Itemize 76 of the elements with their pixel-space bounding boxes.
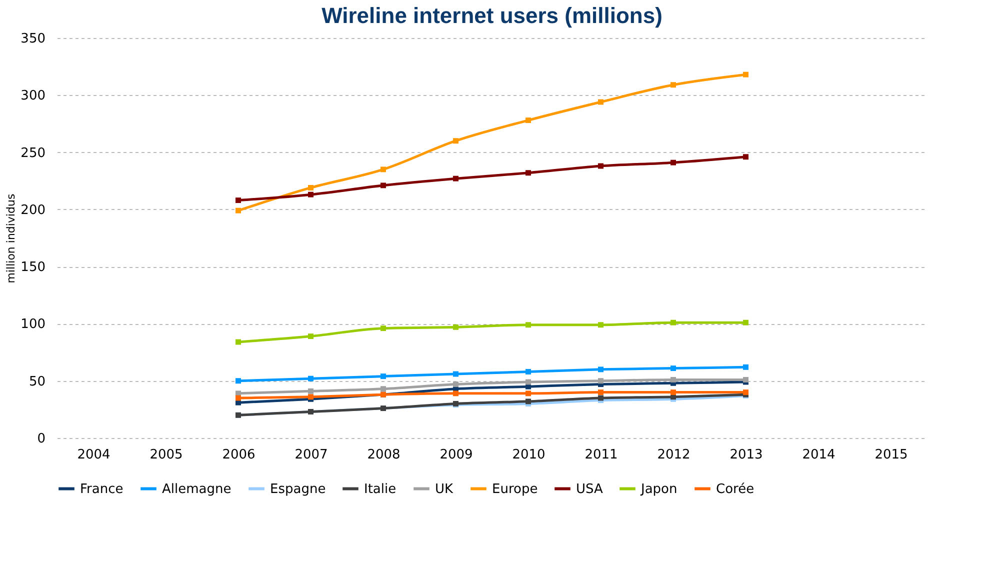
legend-label: Italie — [364, 482, 396, 497]
y-tick-label: 100 — [20, 317, 46, 332]
point — [670, 376, 676, 382]
point — [453, 138, 458, 144]
legend-label: Corée — [716, 482, 754, 497]
point — [236, 339, 241, 345]
y-tick-label: 250 — [20, 146, 46, 161]
y-tick-label: 0 — [37, 432, 46, 446]
point — [380, 166, 386, 172]
x-tick-label: 2012 — [657, 448, 690, 462]
point — [526, 368, 531, 374]
point — [308, 334, 314, 340]
point — [380, 182, 386, 188]
point — [670, 390, 676, 396]
y-tick-label: 200 — [20, 202, 46, 218]
point — [598, 395, 604, 401]
point — [526, 118, 531, 124]
point — [308, 376, 314, 382]
point — [670, 320, 676, 326]
legend-label: France — [80, 482, 124, 497]
point — [453, 176, 458, 182]
point — [380, 374, 386, 380]
legend-label: UK — [435, 482, 454, 497]
point — [236, 395, 241, 401]
point — [743, 376, 748, 382]
x-tick-label: 2008 — [367, 448, 400, 462]
y-tick-label: 300 — [20, 88, 46, 104]
point — [598, 322, 604, 328]
x-tick-label: 2013 — [730, 448, 763, 462]
point — [453, 390, 458, 396]
legend-label: Europe — [492, 482, 538, 497]
point — [453, 371, 458, 377]
point — [598, 163, 604, 169]
point — [453, 382, 458, 388]
y-tick-label: 350 — [20, 32, 46, 46]
x-tick-label: 2014 — [802, 448, 836, 462]
point — [598, 366, 604, 372]
point — [598, 390, 604, 396]
point — [308, 184, 314, 190]
point — [526, 170, 531, 176]
point — [453, 324, 458, 330]
legend-label: Allemagne — [162, 482, 232, 497]
x-tick-label: 2005 — [150, 448, 183, 462]
legend-label: Japon — [640, 482, 678, 497]
y-axis-title: million individus — [4, 194, 18, 284]
legend-label: USA — [576, 482, 604, 497]
x-tick-label: 2006 — [222, 448, 256, 462]
point — [308, 388, 314, 394]
point — [236, 378, 241, 384]
point — [743, 364, 748, 370]
y-tick-label: 150 — [20, 260, 46, 276]
point — [670, 82, 676, 88]
point — [743, 72, 748, 78]
point — [236, 198, 241, 204]
x-tick-label: 2009 — [440, 448, 473, 462]
chart-title: Wireline internet users (millions) — [322, 3, 662, 28]
point — [526, 390, 531, 396]
point — [743, 154, 748, 160]
point — [670, 160, 676, 166]
point — [598, 99, 604, 105]
x-tick-label: 2010 — [512, 448, 546, 462]
x-tick-label: 2004 — [77, 448, 110, 462]
point — [670, 366, 676, 372]
point — [526, 379, 531, 385]
legend-label: Espagne — [270, 482, 326, 497]
point — [743, 320, 748, 326]
y-tick-label: 50 — [28, 374, 46, 390]
point — [308, 192, 314, 198]
point — [236, 208, 241, 214]
point — [380, 386, 386, 392]
x-tick-label: 2015 — [874, 448, 908, 462]
point — [598, 378, 604, 384]
point — [380, 326, 386, 332]
x-tick-label: 2011 — [584, 448, 618, 462]
point — [526, 322, 531, 328]
x-tick-label: 2007 — [294, 448, 328, 462]
